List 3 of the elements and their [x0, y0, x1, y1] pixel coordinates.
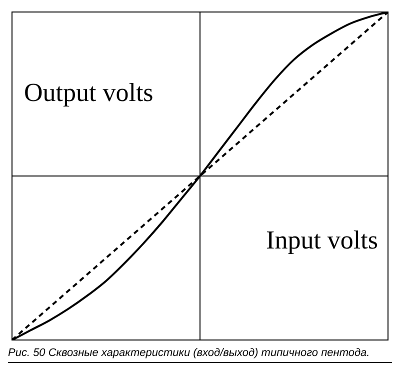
annotation: Output volts: [24, 78, 154, 107]
annotation: Input volts: [266, 225, 378, 254]
text: Рис. 50 Сквозные характеристики (вход/выход) типичного пентода.: [8, 346, 392, 363]
